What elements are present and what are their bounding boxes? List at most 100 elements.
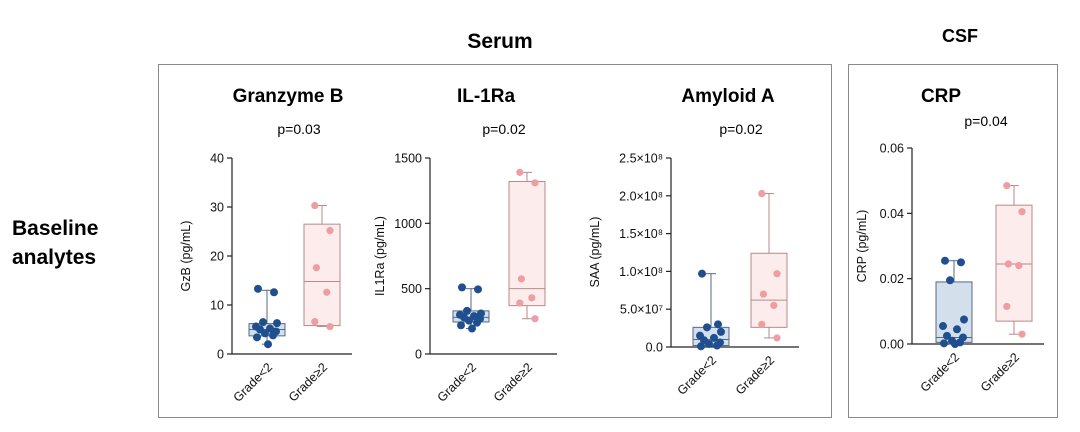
crp-pvalue: p=0.04 xyxy=(964,113,1007,129)
saa-point xyxy=(758,189,766,198)
gzb-point xyxy=(266,324,274,333)
gzb-pvalue: p=0.03 xyxy=(277,121,320,137)
gzb-y-label: GzB (pg/mL) xyxy=(179,221,193,292)
il1ra-y-tick-label: 1000 xyxy=(394,217,422,231)
saa-y-tick-label: 2.5×10⁸ xyxy=(619,152,663,166)
crp-point xyxy=(943,331,951,340)
il1ra-point xyxy=(457,321,465,330)
gzb-box-grade-ge2 xyxy=(303,223,341,327)
gzb-y-tick-label: 40 xyxy=(210,152,224,166)
saa-point xyxy=(705,339,713,348)
saa-point xyxy=(758,320,766,328)
il1ra-category-label: Grade<2 xyxy=(435,360,480,405)
crp-point xyxy=(957,258,965,267)
il1ra-title: IL-1Ra xyxy=(457,86,516,107)
crp-point xyxy=(1003,181,1011,190)
crp-y-tick-label: 0.00 xyxy=(880,338,904,352)
crp-point xyxy=(1015,262,1023,270)
gzb-point xyxy=(311,318,319,326)
crp-point xyxy=(1018,208,1026,216)
saa-pvalue: p=0.02 xyxy=(719,121,762,137)
saa-point xyxy=(714,320,722,329)
gzb-point xyxy=(264,340,272,349)
saa-point xyxy=(710,333,718,342)
saa-box-grade-ge2 xyxy=(750,252,788,328)
serum-panel xyxy=(158,64,832,418)
gzb-category-label: Grade≥2 xyxy=(286,360,330,404)
saa-point xyxy=(773,334,781,342)
saa-y-tick-label: 0.0 xyxy=(646,341,663,355)
il1ra-point xyxy=(465,316,473,325)
il1ra-y-tick-label: 0 xyxy=(415,348,422,362)
gzb-point xyxy=(273,319,281,328)
row-label-line-1: Baseline xyxy=(12,217,99,240)
gzb-y-tick-label: 30 xyxy=(210,201,224,215)
gzb-y-tick-label: 0 xyxy=(217,348,224,362)
saa-y-tick-label: 1.0×10⁸ xyxy=(619,265,663,279)
gzb-y-tick-label: 20 xyxy=(210,250,224,264)
il1ra-point xyxy=(528,294,536,302)
saa-y-label: SAA (pg/mL) xyxy=(588,217,602,288)
gzb-title: Granzyme B xyxy=(233,86,344,107)
crp-point xyxy=(939,322,947,331)
il1ra-point xyxy=(473,318,481,327)
gzb-point xyxy=(326,226,334,235)
gzb-point xyxy=(270,288,278,297)
crp-y-tick-label: 0.06 xyxy=(880,142,904,156)
il1ra-point xyxy=(517,275,526,283)
crp-point xyxy=(1003,302,1011,311)
saa-category-label: Grade<2 xyxy=(675,353,720,398)
crp-box-grade-ge2 xyxy=(995,204,1033,322)
gzb-point xyxy=(254,284,262,293)
saa-point xyxy=(713,341,721,350)
crp-y-label: CRP (pg/mL) xyxy=(855,210,869,283)
row-label: Baseline analytes xyxy=(12,214,142,272)
gzb-point xyxy=(312,264,320,272)
il1ra-y-tick-label: 500 xyxy=(401,282,422,296)
il1ra-category-label: Grade≥2 xyxy=(491,360,535,404)
saa-y-tick-label: 5.0×10⁷ xyxy=(620,303,664,317)
il1ra-point xyxy=(458,283,466,292)
saa-point xyxy=(770,301,778,310)
saa-point xyxy=(773,270,781,278)
crp-point xyxy=(953,325,961,334)
serum-title: Serum xyxy=(467,30,533,53)
saa-y-tick-label: 2.0×10⁸ xyxy=(619,189,663,203)
il1ra-point xyxy=(516,299,524,307)
gzb-point xyxy=(269,331,277,340)
gzb-point xyxy=(326,322,334,331)
crp-point xyxy=(1004,260,1013,268)
crp-y-tick-label: 0.04 xyxy=(880,207,904,221)
crp-category-label: Grade<2 xyxy=(918,350,963,395)
crp-point xyxy=(946,276,954,285)
saa-point xyxy=(698,269,706,278)
csf-title: CSF xyxy=(942,26,978,46)
il1ra-box-grade-ge2 xyxy=(508,181,546,307)
gzb-y-tick-label: 10 xyxy=(210,299,224,313)
crp-y-tick-label: 0.02 xyxy=(880,272,904,286)
saa-point xyxy=(759,290,768,298)
crp-category-label: Grade≥2 xyxy=(978,350,1022,394)
il1ra-point xyxy=(468,324,476,333)
row-label-line-2: analytes xyxy=(12,246,97,269)
csf-panel xyxy=(848,64,1058,418)
crp-point xyxy=(1018,330,1026,338)
il1ra-point xyxy=(474,285,482,294)
crp-point xyxy=(951,340,959,348)
il1ra-point xyxy=(531,179,539,187)
gzb-point xyxy=(261,329,269,338)
crp-title: CRP xyxy=(921,86,961,107)
saa-y-tick-label: 1.5×10⁸ xyxy=(619,227,663,241)
gzb-category-label: Grade<2 xyxy=(231,360,276,405)
il1ra-pvalue: p=0.02 xyxy=(482,121,525,137)
gzb-point xyxy=(253,333,261,342)
saa-category-label: Grade≥2 xyxy=(733,353,777,397)
saa-point xyxy=(703,323,711,332)
gzb-point xyxy=(323,288,331,296)
saa-point xyxy=(697,342,705,351)
saa-point xyxy=(717,327,725,336)
il1ra-point xyxy=(531,315,539,323)
saa-title: Amyloid A xyxy=(681,86,775,107)
crp-point xyxy=(960,315,968,324)
